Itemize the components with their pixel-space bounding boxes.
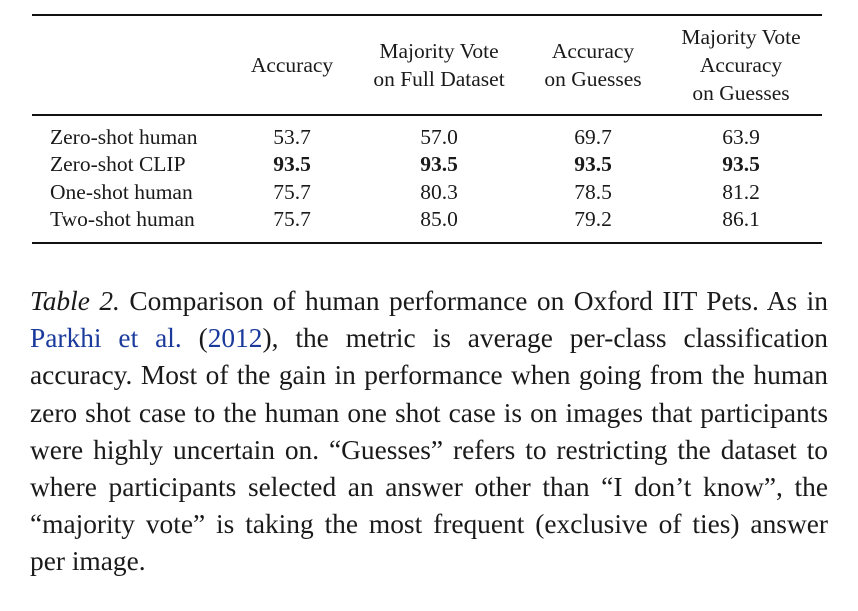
header-line: Majority Vote <box>379 39 499 63</box>
cell-majority-guesses: 93.5 <box>722 152 760 176</box>
cell-accuracy-guesses: 79.2 <box>574 207 612 231</box>
cell-accuracy: 75.7 <box>273 207 311 231</box>
cell-majority-full: 57.0 <box>420 124 458 149</box>
table-row: Zero-shot CLIP 93.5 93.5 93.5 93.5 <box>32 151 822 179</box>
table-mid-rule <box>32 114 822 116</box>
row-label: Zero-shot CLIP <box>50 152 186 176</box>
header-line: Accuracy <box>250 53 334 77</box>
caption-label: Table 2. <box>30 286 120 316</box>
results-table: Accuracy Majority Vote on Full Dataset A… <box>32 14 822 244</box>
row-label: Two-shot human <box>50 207 195 231</box>
cell-accuracy: 75.7 <box>273 179 311 204</box>
caption-text: Comparison of human performance on Oxfor… <box>119 286 828 316</box>
header-majority-vote-guesses: Majority Vote Accuracy on Guesses <box>664 16 818 114</box>
table-body: Zero-shot human 53.7 57.0 69.7 63.9 Zero… <box>32 116 822 242</box>
citation-authors-link[interactable]: Parkhi et al. <box>30 323 182 354</box>
header-line: Accuracy <box>699 53 783 77</box>
cell-majority-guesses: 81.2 <box>722 179 760 204</box>
header-accuracy: Accuracy <box>236 16 348 114</box>
header-majority-vote-full: Majority Vote on Full Dataset <box>356 16 522 114</box>
citation-year-link[interactable]: 2012 <box>207 323 263 354</box>
cell-accuracy-guesses: 69.7 <box>574 124 612 149</box>
cell-accuracy-guesses: 93.5 <box>574 152 612 176</box>
cell-accuracy: 53.7 <box>273 124 311 149</box>
cell-majority-full: 93.5 <box>420 152 458 176</box>
citation-paren: ( <box>181 323 208 354</box>
cell-majority-guesses: 63.9 <box>722 124 760 149</box>
cell-majority-full: 80.3 <box>420 179 458 204</box>
header-line: Majority Vote <box>681 25 801 49</box>
table-caption: Table 2. Comparison of human performance… <box>30 283 828 581</box>
header-line: on Guesses <box>692 81 790 105</box>
header-line: Accuracy <box>551 39 635 63</box>
table-bottom-rule <box>32 241 822 244</box>
table-row: Zero-shot human 53.7 57.0 69.7 63.9 <box>32 124 822 152</box>
caption-text: , the metric is average per-class classi… <box>30 323 828 577</box>
cell-majority-full: 85.0 <box>420 207 458 231</box>
header-line: on Guesses <box>544 67 642 91</box>
header-line: on Full Dataset <box>373 67 505 91</box>
table-header-row: Accuracy Majority Vote on Full Dataset A… <box>32 16 822 114</box>
table-row: Two-shot human 75.7 85.0 79.2 86.1 <box>32 206 822 234</box>
cell-accuracy-guesses: 78.5 <box>574 179 612 204</box>
row-label: Zero-shot human <box>50 124 198 149</box>
cell-majority-guesses: 86.1 <box>722 207 760 231</box>
header-accuracy-guesses: Accuracy on Guesses <box>526 16 660 114</box>
cell-accuracy: 93.5 <box>273 152 311 176</box>
citation-paren: ) <box>262 323 272 354</box>
table-top-rule <box>32 14 822 16</box>
table-row: One-shot human 75.7 80.3 78.5 81.2 <box>32 179 822 207</box>
row-label: One-shot human <box>50 179 193 204</box>
